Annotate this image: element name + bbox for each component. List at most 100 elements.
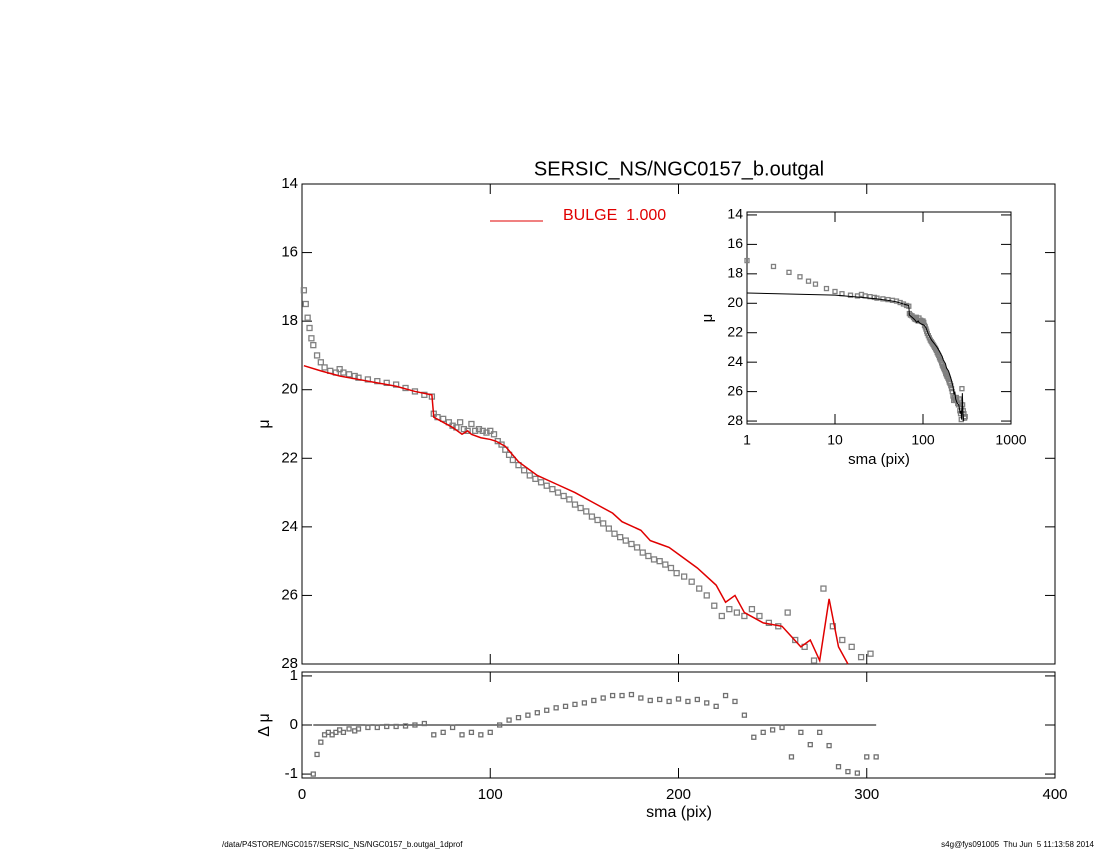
- y-tick-label: 22: [727, 323, 743, 339]
- data-point: [867, 650, 874, 657]
- data-point: [526, 472, 533, 479]
- data-point: [460, 425, 468, 433]
- data-point: [313, 352, 321, 359]
- inset-point: [823, 285, 830, 292]
- inset-point: [744, 257, 750, 264]
- data-point: [680, 573, 688, 580]
- y-tick-label: 26: [727, 382, 743, 398]
- residual-point: [355, 726, 362, 732]
- residual-point: [393, 723, 399, 730]
- model-line: [303, 364, 849, 665]
- residual-point: [873, 754, 879, 760]
- x-tick-label: 1: [743, 432, 751, 448]
- inset-point: [797, 274, 803, 280]
- residual-point: [788, 754, 795, 760]
- residual-point: [609, 692, 616, 699]
- footer-left: /data/P4STORE/NGC0157/SERSIC_NS/NGC0157_…: [222, 840, 463, 849]
- data-point: [611, 530, 618, 537]
- data-point: [300, 287, 308, 294]
- x-tick-label: 0: [298, 786, 306, 803]
- residual-point: [798, 729, 804, 736]
- x-tick-label: 10: [827, 432, 843, 448]
- data-point: [583, 508, 590, 515]
- y-tick-label: 20: [281, 381, 298, 398]
- data-point: [308, 335, 315, 342]
- residual-point: [760, 729, 766, 736]
- inset-point: [880, 296, 886, 302]
- residual-point: [666, 698, 672, 705]
- data-point: [475, 425, 483, 433]
- data-point: [605, 525, 612, 532]
- data-point: [628, 540, 635, 548]
- data-point: [483, 429, 490, 436]
- x-tick-label: 100: [478, 786, 503, 803]
- x-tick-label: 300: [854, 786, 879, 803]
- data-point: [440, 415, 447, 423]
- data-point: [696, 585, 703, 592]
- data-point: [560, 492, 567, 500]
- footer-right: s4g@fys091005 Thu Jun 5 11:13:58 2014: [941, 840, 1094, 849]
- residual-point: [817, 729, 823, 736]
- residual-point: [440, 729, 446, 736]
- residual-point: [732, 698, 738, 705]
- residual-point: [619, 692, 625, 699]
- residual-point: [384, 723, 390, 730]
- y-tick-label: 26: [281, 586, 298, 603]
- residual-point: [864, 754, 870, 760]
- chart-title: SERSIC_NS/NGC0157_b.outgal: [534, 158, 824, 180]
- data-point: [374, 377, 381, 385]
- data-point: [355, 374, 362, 381]
- y-tick-label: 0: [290, 716, 298, 733]
- residual-point: [751, 734, 757, 740]
- residual-point: [713, 703, 719, 710]
- data-point: [650, 556, 658, 563]
- data-point: [464, 427, 471, 435]
- data-point: [639, 549, 646, 556]
- residual-point: [591, 697, 597, 704]
- y-tick-label: 28: [727, 412, 743, 428]
- data-point: [810, 657, 818, 664]
- x-axis-label: sma (pix): [646, 804, 712, 821]
- data-point: [784, 609, 791, 616]
- residual-point: [657, 696, 663, 703]
- residual-point: [478, 732, 484, 738]
- residual-point: [402, 723, 409, 729]
- data-point: [549, 485, 556, 493]
- inset-point: [770, 263, 777, 270]
- inset-y-label: μ: [699, 314, 716, 323]
- data-point: [537, 479, 545, 486]
- data-point: [304, 314, 311, 321]
- data-point: [566, 496, 573, 503]
- data-point: [421, 391, 428, 399]
- residual-point: [310, 771, 316, 777]
- y-tick-label: 14: [727, 206, 743, 222]
- residual-point: [487, 729, 493, 736]
- data-point: [554, 489, 562, 496]
- data-point: [392, 381, 400, 388]
- data-point: [667, 564, 675, 572]
- data-point: [515, 461, 522, 469]
- inset-point: [805, 278, 812, 284]
- data-point: [498, 441, 505, 448]
- data-point: [520, 467, 528, 474]
- residual-point: [722, 692, 729, 699]
- data-point: [600, 520, 607, 527]
- data-point: [479, 427, 486, 435]
- data-point: [571, 501, 579, 508]
- y-tick-label: 20: [727, 294, 743, 310]
- residual-point: [600, 695, 606, 701]
- data-point: [829, 623, 837, 630]
- data-point: [848, 643, 855, 651]
- data-point: [532, 475, 539, 483]
- inset-point: [956, 396, 962, 402]
- data-point: [468, 420, 475, 428]
- data-point: [673, 569, 680, 577]
- y-tick-label: 16: [281, 244, 298, 261]
- y-tick-label: 22: [281, 449, 298, 466]
- inset-point: [874, 295, 880, 301]
- y-tick-label: 14: [281, 175, 298, 192]
- residual-point: [525, 712, 531, 718]
- x-tick-label: 400: [1042, 786, 1067, 803]
- data-point: [748, 605, 756, 613]
